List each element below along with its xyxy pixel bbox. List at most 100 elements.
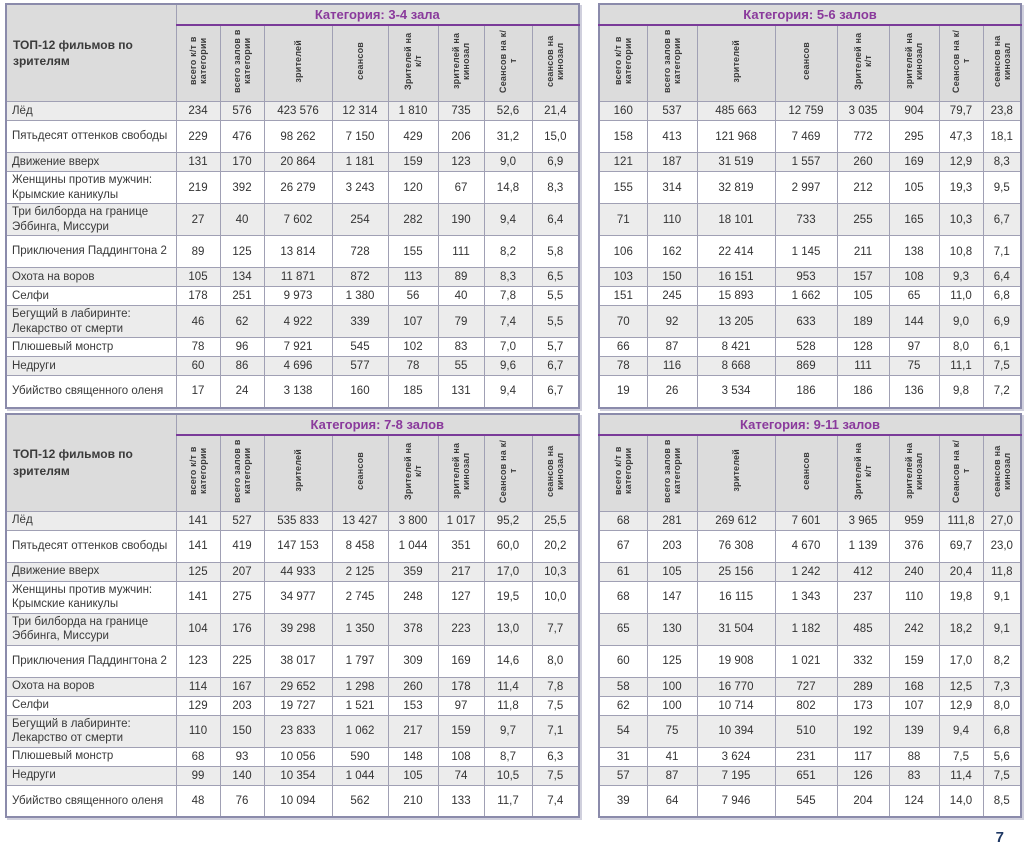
data-cell: 111 bbox=[437, 235, 485, 268]
data-cell: 92 bbox=[646, 305, 698, 338]
data-cell: 9,6 bbox=[483, 356, 533, 376]
data-cell: 107 bbox=[888, 695, 940, 716]
data-cell: 1 797 bbox=[331, 644, 389, 678]
data-cell: 178 bbox=[175, 286, 221, 306]
data-cell: 79 bbox=[437, 305, 485, 338]
data-cell: 123 bbox=[175, 644, 221, 678]
data-cell: 6,8 bbox=[982, 714, 1022, 748]
data-cell: 70 bbox=[598, 305, 648, 338]
data-cell: 476 bbox=[219, 120, 265, 153]
table-row: Бегущий в лабиринте: Лекарство от смерти… bbox=[5, 305, 580, 338]
table-category-9-11-zalov: Категория: 9-11 залов всего к/т в категор… bbox=[598, 412, 1023, 818]
data-cell: 11,4 bbox=[938, 765, 984, 786]
data-cell: 71 bbox=[598, 203, 648, 236]
data-cell: 105 bbox=[836, 286, 890, 306]
film-name-cell: Пятьдесят оттенков свободы bbox=[5, 120, 177, 153]
data-cell: 20,2 bbox=[531, 529, 580, 563]
data-cell: 15 893 bbox=[696, 286, 776, 306]
table-row: 19 26 3 534 186 186 136 9,8 7,2 bbox=[598, 375, 1022, 408]
data-cell: 20,4 bbox=[938, 561, 984, 582]
data-cell: 31 519 bbox=[696, 152, 776, 172]
column-header-label: сеансов на кинозал bbox=[991, 444, 1012, 497]
data-cell: 1 181 bbox=[331, 152, 389, 172]
table-row: Недруги 99 140 10 354 1 044 105 74 10,5 7,5 bbox=[5, 765, 580, 786]
table-title-row: Категория: 5-6 залов bbox=[598, 3, 1022, 26]
data-cell: 160 bbox=[598, 101, 648, 121]
table-row: Убийство священного оленя 17 24 3 138 160 185… bbox=[5, 375, 580, 408]
column-header-label: всего к/т в категории bbox=[613, 36, 634, 86]
data-cell: 7,1 bbox=[982, 235, 1022, 268]
data-cell: 203 bbox=[219, 695, 265, 716]
column-header: зрителей bbox=[696, 434, 776, 512]
data-cell: 113 bbox=[387, 267, 439, 287]
data-cell: 8,2 bbox=[982, 644, 1022, 678]
data-cell: 93 bbox=[219, 746, 265, 767]
data-cell: 19 908 bbox=[696, 644, 776, 678]
table-row: 160 537 485 663 12 759 3 035 904 79,7 23,8 bbox=[598, 101, 1022, 121]
data-cell: 18 101 bbox=[696, 203, 776, 236]
data-cell: 65 bbox=[598, 612, 648, 646]
column-header: всего залов в категории bbox=[646, 434, 698, 512]
data-cell: 14,8 bbox=[483, 171, 533, 204]
table-row: Три билборда на границе Эббинга, Миссури… bbox=[5, 612, 580, 646]
data-cell: 60,0 bbox=[483, 529, 533, 563]
data-cell: 11 871 bbox=[263, 267, 333, 287]
data-cell: 1 242 bbox=[774, 561, 838, 582]
data-cell: 1 021 bbox=[774, 644, 838, 678]
data-cell: 2 745 bbox=[331, 580, 389, 614]
data-cell: 55 bbox=[437, 356, 485, 376]
data-cell: 3 624 bbox=[696, 746, 776, 767]
data-cell: 111 bbox=[836, 356, 890, 376]
table-row: Охота на воров 114 167 29 652 1 298 260 178 11,… bbox=[5, 676, 580, 697]
table-row: Недруги 60 86 4 696 577 78 55 9,6 6,7 bbox=[5, 356, 580, 376]
data-cell: 11,1 bbox=[938, 356, 984, 376]
table-category-3-4-zala: ТОП-12 фильмов по зрителям Категория: 3-4… bbox=[5, 3, 581, 409]
column-header: сеансов bbox=[331, 24, 389, 102]
data-cell: 7 946 bbox=[696, 784, 776, 818]
table-row: 66 87 8 421 528 128 97 8,0 6,1 bbox=[598, 337, 1022, 357]
data-cell: 7,7 bbox=[531, 612, 580, 646]
data-cell: 242 bbox=[888, 612, 940, 646]
data-cell: 8,0 bbox=[531, 644, 580, 678]
data-cell: 9,4 bbox=[938, 714, 984, 748]
data-cell: 41 bbox=[646, 746, 698, 767]
data-cell: 10 094 bbox=[263, 784, 333, 818]
table-row: Селфи 129 203 19 727 1 521 153 97 11,8 7,5 bbox=[5, 695, 580, 716]
data-cell: 16 115 bbox=[696, 580, 776, 614]
data-cell: 11,8 bbox=[982, 561, 1022, 582]
data-cell: 9,4 bbox=[483, 375, 533, 408]
data-cell: 9,1 bbox=[982, 612, 1022, 646]
data-cell: 60 bbox=[598, 644, 648, 678]
data-cell: 138 bbox=[888, 235, 940, 268]
data-cell: 3 534 bbox=[696, 375, 776, 408]
data-cell: 151 bbox=[598, 286, 648, 306]
data-cell: 148 bbox=[387, 746, 439, 767]
data-cell: 62 bbox=[219, 305, 265, 338]
film-name-cell: Охота на воров bbox=[5, 267, 177, 287]
data-cell: 1 557 bbox=[774, 152, 838, 172]
data-cell: 3 243 bbox=[331, 171, 389, 204]
column-header-label: сеансов bbox=[801, 42, 811, 80]
film-name-cell: Пятьдесят оттенков свободы bbox=[5, 529, 177, 563]
data-cell: 7,8 bbox=[531, 676, 580, 697]
data-cell: 8,5 bbox=[982, 784, 1022, 818]
data-cell: 104 bbox=[175, 612, 221, 646]
data-cell: 332 bbox=[836, 644, 890, 678]
data-cell: 105 bbox=[175, 267, 221, 287]
data-cell: 78 bbox=[175, 337, 221, 357]
data-cell: 10,0 bbox=[531, 580, 580, 614]
data-cell: 1 062 bbox=[331, 714, 389, 748]
data-cell: 6,5 bbox=[531, 267, 580, 287]
data-cell: 9,4 bbox=[483, 203, 533, 236]
data-cell: 210 bbox=[387, 784, 439, 818]
table-row: 65 130 31 504 1 182 485 242 18,2 9,1 bbox=[598, 612, 1022, 646]
table-row: 70 92 13 205 633 189 144 9,0 6,9 bbox=[598, 305, 1022, 338]
data-cell: 5,8 bbox=[531, 235, 580, 268]
data-cell: 66 bbox=[598, 337, 648, 357]
table-row: Убийство священного оленя 48 76 10 094 562 21… bbox=[5, 784, 580, 818]
table-row: 39 64 7 946 545 204 124 14,0 8,5 bbox=[598, 784, 1022, 818]
data-cell: 140 bbox=[219, 765, 265, 786]
data-cell: 7,0 bbox=[483, 337, 533, 357]
column-header-label: всего к/т в категории bbox=[188, 446, 208, 495]
data-cell: 733 bbox=[774, 203, 838, 236]
